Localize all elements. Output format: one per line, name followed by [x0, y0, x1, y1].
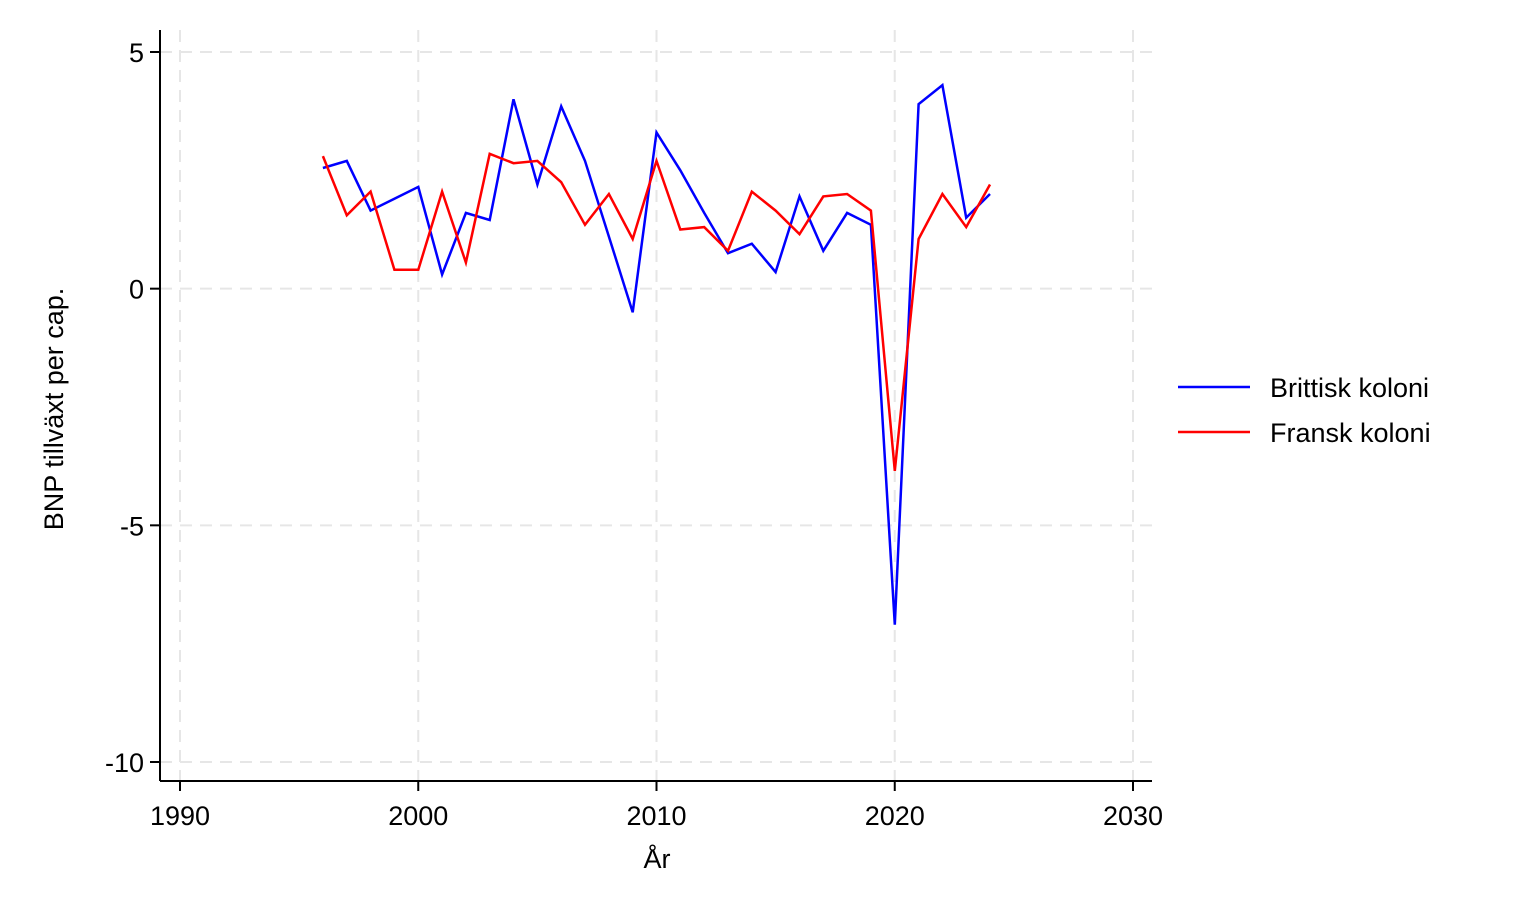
x-tick-label: 2020 [865, 801, 925, 831]
legend-label: Brittisk koloni [1270, 373, 1429, 403]
x-tick-label: 2010 [626, 801, 686, 831]
x-tick-label: 2030 [1103, 801, 1163, 831]
grid-lines [160, 30, 1152, 781]
y-tick-labels: 5 0 -5 -10 [105, 38, 144, 778]
legend-label: Fransk koloni [1270, 418, 1431, 448]
y-tick-label: -5 [120, 511, 144, 541]
axes [150, 30, 1152, 791]
series-lines [321, 82, 992, 625]
y-axis-title: BNP tillväxt per cap. [39, 288, 69, 531]
y-tick-label: 5 [129, 38, 144, 68]
legend: Brittisk koloni Fransk koloni [1178, 373, 1431, 448]
series-line-brittisk-koloni [322, 82, 991, 625]
x-tick-label: 1990 [150, 801, 210, 831]
x-axis-title: År [644, 843, 671, 874]
series-line-fransk-koloni [321, 152, 992, 472]
y-tick-label: 0 [129, 275, 144, 305]
x-tick-label: 2000 [388, 801, 448, 831]
x-tick-labels: 1990 2000 2010 2020 2030 [150, 801, 1163, 831]
y-tick-label: -10 [105, 748, 144, 778]
